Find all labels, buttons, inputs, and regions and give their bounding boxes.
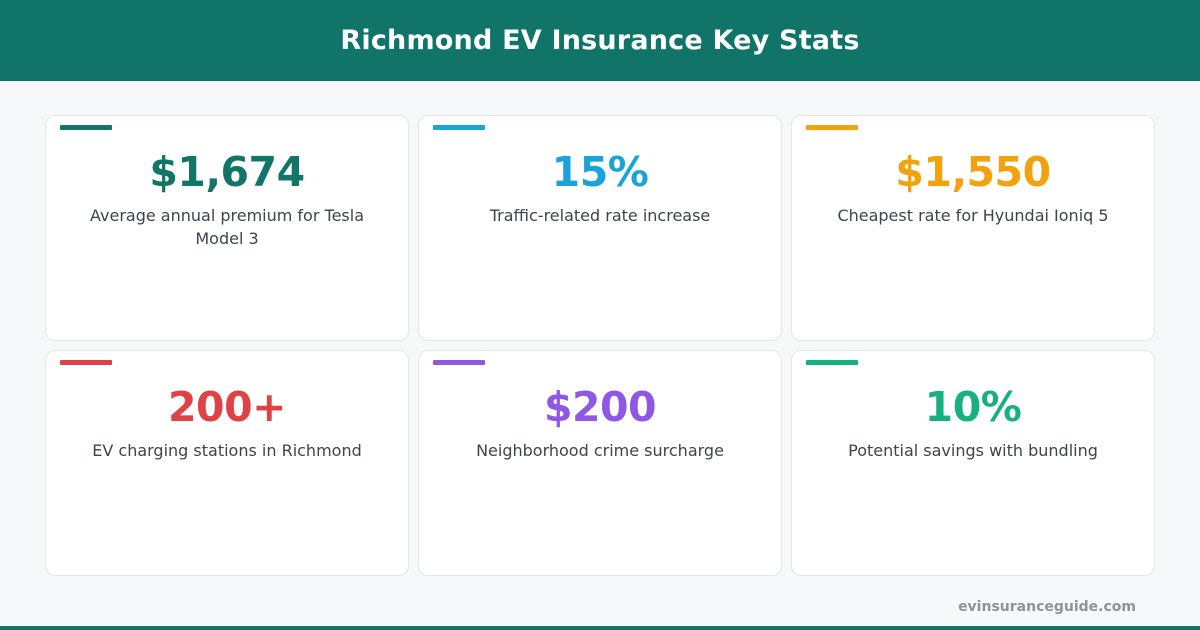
- stat-label: Cheapest rate for Hyundai Ioniq 5: [837, 206, 1109, 225]
- stat-value: 10%: [924, 383, 1022, 431]
- stat-card-ioniq-rate: $1,550 Cheapest rate for Hyundai Ioniq 5: [791, 115, 1155, 341]
- stat-label: Potential savings with bundling: [848, 441, 1098, 460]
- stat-label: Average annual premium for Tesla Model 3: [90, 206, 364, 248]
- stat-value: 200+: [168, 383, 286, 431]
- stat-label: EV charging stations in Richmond: [92, 441, 362, 460]
- stat-value: $1,550: [895, 148, 1051, 196]
- stat-value: 15%: [551, 148, 649, 196]
- site-watermark: evinsuranceguide.com: [958, 599, 1136, 615]
- stat-card-bundling-savings: 10% Potential savings with bundling: [791, 350, 1155, 576]
- card-accent-bar: [60, 125, 112, 130]
- stat-card-traffic-increase: 15% Traffic-related rate increase: [418, 115, 782, 341]
- card-accent-bar: [806, 360, 858, 365]
- card-accent-bar: [433, 360, 485, 365]
- stat-label: Neighborhood crime surcharge: [476, 441, 724, 460]
- card-accent-bar: [60, 360, 112, 365]
- stat-value: $200: [543, 383, 657, 431]
- stats-grid: $1,674 Average annual premium for Tesla …: [45, 115, 1155, 576]
- stat-label: Traffic-related rate increase: [489, 206, 711, 225]
- page-title: Richmond EV Insurance Key Stats: [340, 25, 860, 56]
- stat-value: $1,674: [149, 148, 305, 196]
- stat-card-crime-surcharge: $200 Neighborhood crime surcharge: [418, 350, 782, 576]
- stat-card-charging-stations: 200+ EV charging stations in Richmond: [45, 350, 409, 576]
- stat-card-tesla-premium: $1,674 Average annual premium for Tesla …: [45, 115, 409, 341]
- card-accent-bar: [433, 125, 485, 130]
- card-accent-bar: [806, 125, 858, 130]
- header-banner: Richmond EV Insurance Key Stats: [0, 0, 1200, 81]
- footer-bar: [0, 626, 1200, 630]
